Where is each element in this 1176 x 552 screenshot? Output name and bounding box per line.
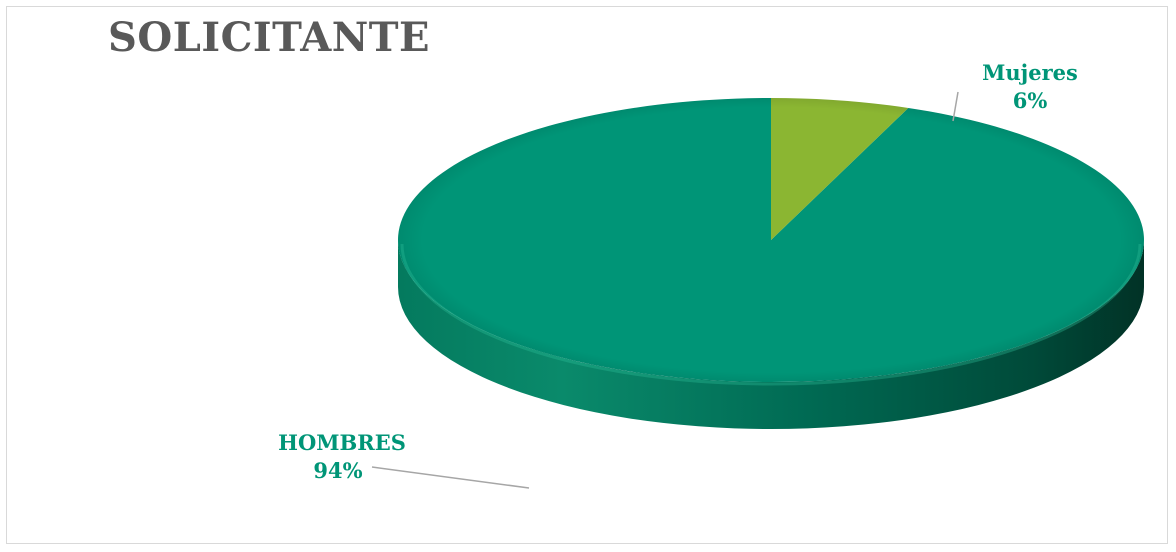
label-name-hombres: HOMBRES — [278, 430, 406, 455]
label-value-mujeres: 6% — [1013, 88, 1048, 113]
leader-line-mujeres — [952, 91, 959, 122]
pie-edge-highlight — [400, 243, 1142, 386]
pie-top-rim-shade — [398, 98, 1144, 382]
chart-title: SOLICITANTE — [108, 14, 431, 61]
leader-line-hombres — [371, 466, 530, 489]
label-value-hombres: 94% — [313, 458, 362, 483]
label-name-mujeres: Mujeres — [982, 60, 1078, 85]
pie-side-wall — [398, 240, 1144, 429]
pie-slices — [398, 98, 1145, 429]
pie-labels: Mujeres 6% HOMBRES 94% — [278, 60, 1078, 489]
